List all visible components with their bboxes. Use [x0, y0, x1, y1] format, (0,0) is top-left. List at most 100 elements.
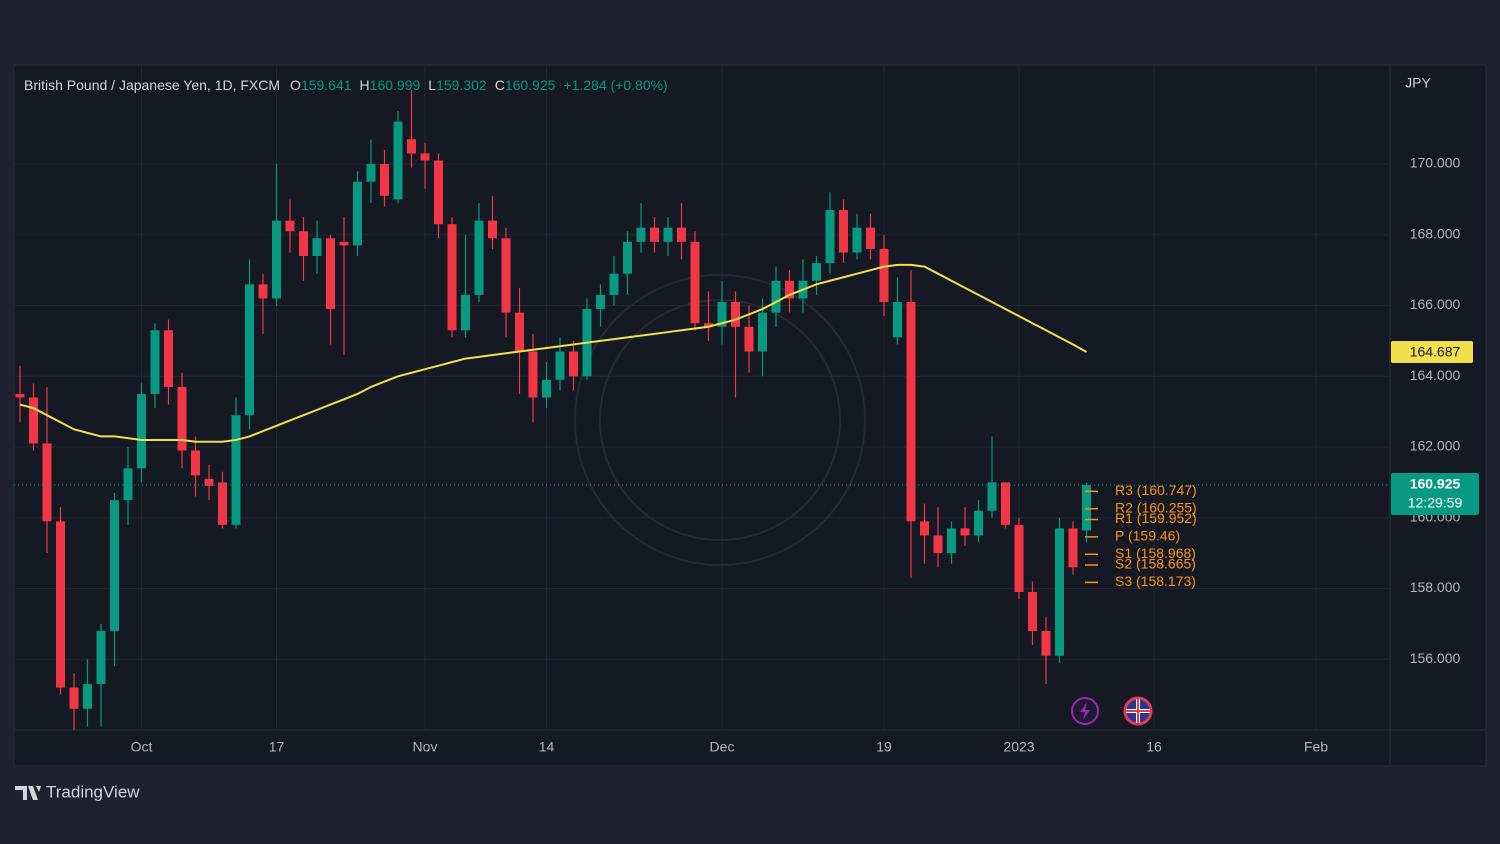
ohlc-value: 159.641 [301, 77, 352, 93]
candle-body [960, 528, 970, 536]
candle-body [947, 528, 956, 554]
candle-body [123, 468, 133, 501]
candle-body [690, 241, 700, 324]
candle-body [474, 220, 484, 295]
candle-body [1028, 592, 1037, 631]
candle-body [272, 220, 281, 299]
candle-body [758, 312, 767, 352]
candle-body [839, 210, 848, 253]
candle-body [542, 379, 551, 398]
candle-body [1082, 485, 1091, 531]
candle-body [893, 301, 902, 338]
x-tick-label: 2023 [1003, 739, 1034, 755]
candle-body [555, 351, 565, 380]
candle-body [366, 164, 376, 182]
candle-body [420, 153, 430, 161]
candle-body [623, 241, 632, 274]
candle-body [461, 294, 470, 331]
last-price-box [1391, 473, 1479, 516]
x-tick-label: 16 [1146, 739, 1162, 755]
candle-body [312, 238, 322, 257]
y-tick-label: 166.000 [1410, 296, 1461, 312]
x-tick-label: Feb [1304, 739, 1328, 755]
chart-panel [13, 64, 1487, 767]
pivot-label: R3 (160.747) [1115, 482, 1197, 498]
ohlc-value: 160.999 [370, 77, 421, 93]
candle-body [110, 500, 119, 631]
candle-body [704, 323, 713, 327]
y-tick-label: 156.000 [1410, 650, 1461, 666]
candle-body [974, 510, 983, 536]
candle-body [218, 482, 227, 525]
candle-body [744, 326, 754, 352]
flag-cross [1126, 699, 1150, 723]
watermark [574, 274, 866, 566]
watermarks [574, 274, 866, 566]
candle-body [866, 227, 875, 249]
candle-body [1014, 524, 1024, 593]
candle-body [231, 415, 241, 525]
candle-body [906, 301, 916, 522]
x-tick-label: Dec [710, 739, 735, 755]
candle-body [596, 294, 605, 310]
pivot-label: R2 (160.255) [1115, 499, 1197, 515]
candle-body [488, 220, 497, 239]
candle-body [785, 280, 794, 299]
candle-body [96, 630, 106, 685]
candle-body [1068, 528, 1078, 568]
last-price-label: 160.925 [1410, 476, 1461, 492]
candle-body [825, 210, 835, 264]
grid [14, 65, 1390, 730]
candle-body [285, 220, 295, 232]
candle-body [15, 393, 25, 398]
candle-body [191, 450, 200, 476]
candle-body [353, 181, 362, 246]
change: +1.284 (+0.80%) [563, 77, 667, 93]
candle-body [299, 231, 308, 257]
candle-body [663, 227, 673, 242]
x-tick-label: 17 [269, 739, 285, 755]
x-tick-label: Nov [413, 739, 438, 755]
legend-header: British Pound / Japanese Yen, 1D, FXCM O1… [24, 77, 668, 93]
candle-body [731, 301, 740, 327]
candle-body [920, 521, 929, 536]
candle-body [609, 273, 619, 295]
ohlc-key: H [360, 77, 370, 93]
countdown-label: 12:29:59 [1408, 495, 1463, 511]
candle-body [650, 227, 659, 242]
candle-body [407, 139, 416, 154]
ohlc-value: 160.925 [505, 77, 556, 93]
candle-body [245, 284, 254, 416]
symbol-title: British Pound / Japanese Yen, 1D, FXCM [24, 77, 280, 93]
candle-body [150, 330, 160, 394]
ma-price-box [1391, 340, 1473, 363]
lightning-icon [1080, 702, 1090, 720]
candle-body [515, 312, 524, 352]
x-tick-label: Oct [131, 739, 153, 755]
ohlc-key: O [290, 77, 301, 93]
candle-body [1055, 528, 1064, 656]
x-tick-label: 19 [876, 739, 892, 755]
candle-body [447, 224, 457, 331]
pivot-label: S2 (158.665) [1115, 556, 1196, 572]
candle-body [1041, 630, 1051, 656]
pivot-label: S3 (158.173) [1115, 573, 1196, 589]
candle-body [434, 160, 443, 225]
candle-body [636, 227, 646, 242]
candle-body [204, 478, 214, 486]
watermark [599, 299, 841, 541]
candle-body [1001, 482, 1010, 525]
pivot-label: R1 (159.952) [1115, 510, 1197, 526]
candle-body [339, 241, 349, 246]
candle-body [326, 238, 335, 310]
candle-body [164, 330, 173, 387]
candle-body [771, 280, 781, 313]
candle-body [258, 284, 268, 299]
candle-body [56, 521, 65, 688]
candle-body [812, 263, 821, 281]
candle-body [177, 386, 187, 451]
ohlc-key: C [495, 77, 505, 93]
candle-body [393, 121, 403, 200]
